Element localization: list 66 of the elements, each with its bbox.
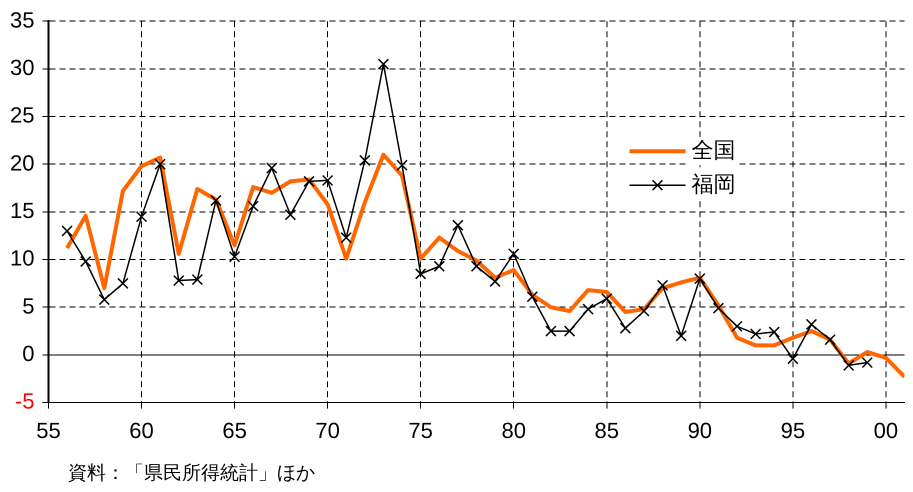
y-tick-label: -5: [14, 388, 34, 414]
legend-label: 福岡: [692, 171, 736, 196]
point: [414, 268, 426, 280]
point: [210, 194, 222, 206]
point: [192, 274, 204, 286]
point: [489, 276, 501, 288]
x-tick-label: 85: [594, 418, 619, 443]
point: [842, 360, 854, 372]
x-tick-label: 80: [501, 418, 526, 443]
y-tick-label: 30: [10, 54, 34, 80]
x-tick-label: 70: [315, 418, 340, 443]
x-tick-label: 95: [780, 418, 806, 443]
point: [768, 326, 780, 338]
point: [750, 328, 762, 340]
point: [526, 291, 538, 302]
point: [61, 225, 73, 237]
point: [638, 305, 650, 317]
point: [862, 356, 873, 368]
y-tick-label: 10: [10, 246, 34, 271]
point: [564, 325, 576, 337]
point: [806, 318, 818, 330]
point: [434, 260, 445, 272]
point: [98, 294, 110, 306]
point: [154, 158, 166, 170]
x-tick-label: 90: [688, 418, 712, 443]
y-tick-label: 5: [22, 293, 34, 318]
point: [731, 320, 743, 332]
point: [601, 292, 612, 304]
point: [452, 220, 464, 231]
x-tick-label: 75: [408, 418, 433, 443]
point: [117, 278, 129, 290]
point: [675, 330, 687, 342]
point: [656, 280, 668, 292]
point: [322, 174, 334, 186]
point: [787, 353, 799, 364]
point: [378, 58, 390, 70]
point: [136, 210, 148, 222]
point: [694, 272, 706, 284]
y-tick-label: 20: [10, 150, 34, 176]
y-tick-label: 15: [10, 198, 34, 223]
point: [824, 334, 836, 346]
y-tick-label: 25: [10, 102, 34, 128]
x-tick-label: 00: [874, 418, 898, 443]
x-tick-label: 65: [222, 418, 247, 443]
point: [266, 162, 278, 174]
text: 資料：「県民所得統計」ほか: [68, 461, 315, 486]
y-tick-label: 0: [22, 340, 34, 366]
point: [303, 176, 315, 188]
point: [396, 159, 408, 171]
legend-label: 全国: [692, 137, 736, 162]
x-tick-label: 55: [36, 418, 61, 443]
point: [508, 248, 520, 260]
point: [284, 209, 296, 220]
point: [712, 302, 724, 314]
point: [359, 154, 371, 166]
point: [340, 232, 352, 244]
point: [582, 303, 594, 315]
y-tick-label: 35: [10, 7, 34, 32]
point: [545, 325, 557, 337]
point: [620, 322, 632, 334]
x-tick-label: 60: [129, 418, 154, 443]
point: [247, 200, 259, 212]
point: [173, 274, 184, 286]
point: [228, 251, 240, 262]
point: [80, 256, 92, 268]
point: [470, 260, 482, 272]
